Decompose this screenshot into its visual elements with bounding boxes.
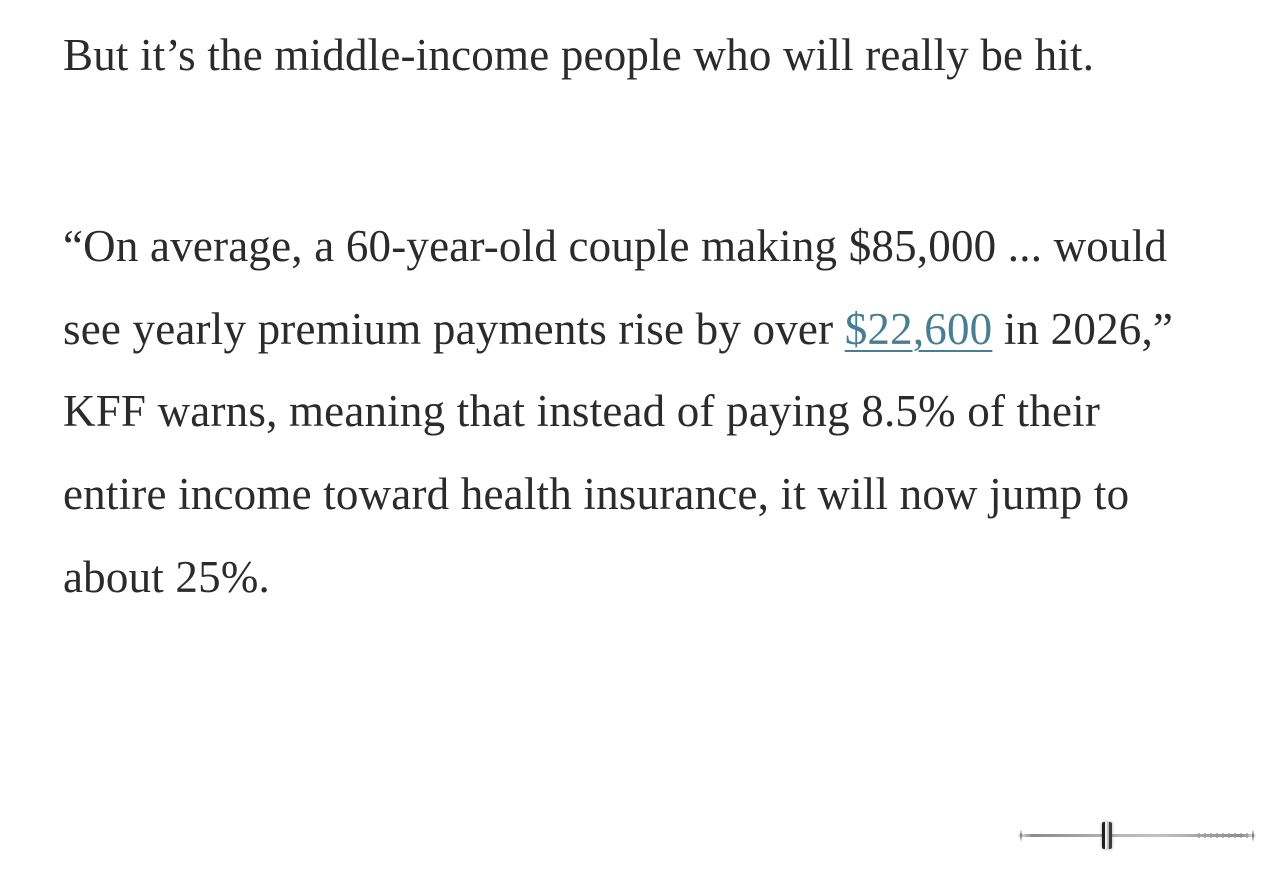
article-body: But it’s the middle-income people who wi…	[63, 14, 1214, 619]
scrubber-hatch-marks	[1198, 833, 1250, 838]
paragraph-quote: “On average, a 60-year-old couple making…	[63, 205, 1214, 619]
video-scrubber[interactable]	[1018, 820, 1256, 850]
paragraph-intro-text: But it’s the middle-income people who wi…	[63, 30, 1095, 80]
paragraph-intro: But it’s the middle-income people who wi…	[63, 14, 1214, 97]
quote-text-after-link: in 2026,” KFF warns, meaning that instea…	[63, 303, 1174, 602]
quote-text-before-link: “On average, a 60-year-old couple making…	[63, 220, 1168, 354]
scrubber-track[interactable]	[1018, 834, 1256, 837]
scrubber-handle[interactable]	[1102, 822, 1112, 849]
scrubber-right-end-tick	[1252, 830, 1254, 841]
premium-increase-link[interactable]: $22,600	[844, 303, 993, 354]
